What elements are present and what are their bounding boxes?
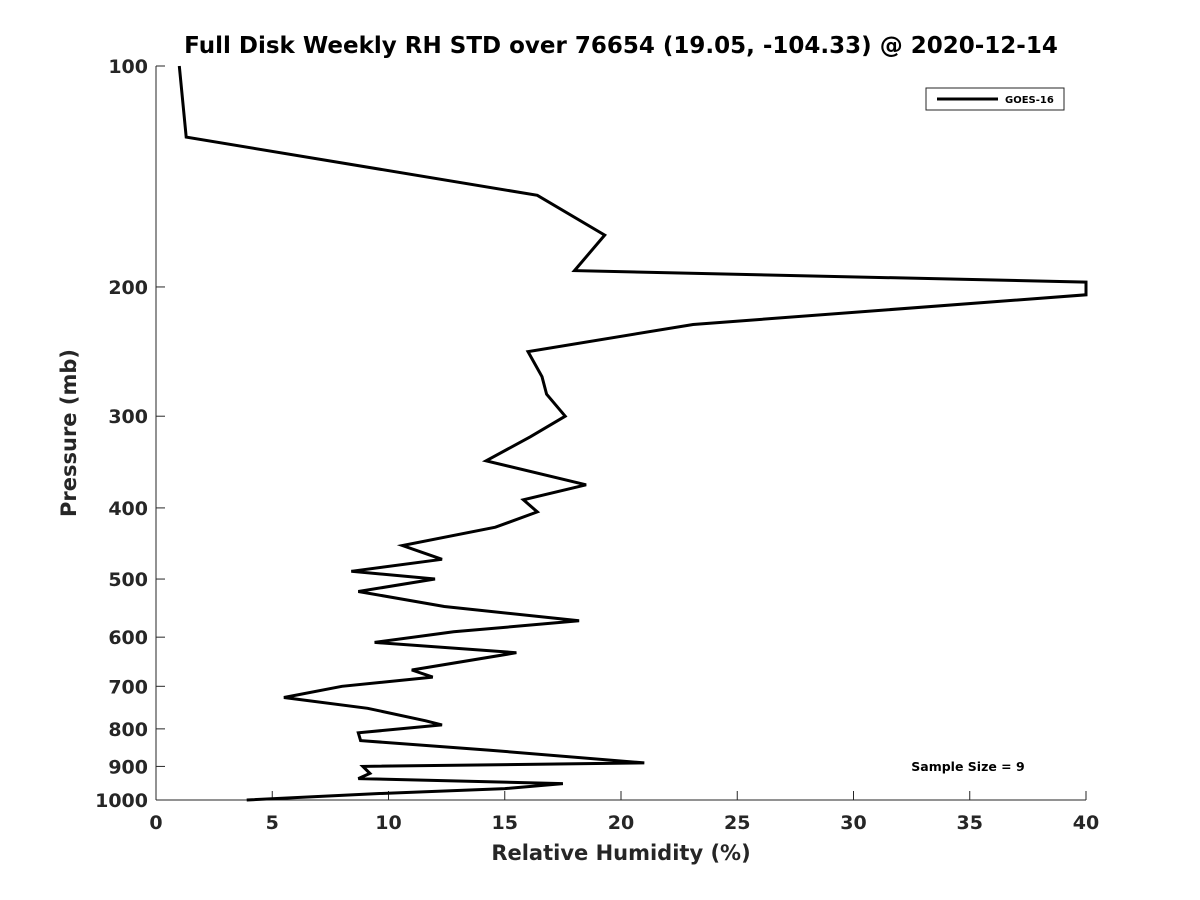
y-axis-title: Pressure (mb): [57, 349, 81, 517]
chart-title: Full Disk Weekly RH STD over 76654 (19.0…: [184, 33, 1058, 59]
x-tick-label: 10: [375, 812, 401, 834]
y-ticks: 100 200 300 400 500 600 700 800 900 1000: [95, 56, 165, 812]
x-tick-label: 40: [1073, 812, 1099, 834]
axes: [155, 66, 1086, 801]
y-tick-label: 600: [108, 627, 148, 649]
y-tick-label: 500: [108, 569, 148, 591]
y-tick-label: 300: [108, 406, 148, 428]
x-axis-title: Relative Humidity (%): [491, 841, 750, 865]
x-ticks: 0 5 10 15 20 25 30 35 40: [149, 791, 1099, 834]
y-tick-label: 900: [108, 756, 148, 778]
x-tick-label: 0: [149, 812, 162, 834]
x-tick-label: 20: [608, 812, 634, 834]
y-tick-label: 700: [108, 676, 148, 698]
legend: GOES-16: [925, 87, 1065, 111]
sample-size-annotation: Sample Size = 9: [911, 759, 1024, 774]
series-group: [177, 65, 1088, 802]
x-tick-label: 15: [492, 812, 518, 834]
x-tick-label: 5: [266, 812, 279, 834]
x-tick-label: 35: [957, 812, 983, 834]
x-tick-label: 25: [724, 812, 750, 834]
y-tick-label: 200: [108, 277, 148, 299]
y-tick-label: 1000: [95, 790, 148, 812]
series-line-goes-16: [177, 65, 1088, 802]
x-tick-label: 30: [840, 812, 866, 834]
y-tick-label: 400: [108, 498, 148, 520]
y-tick-label: 100: [108, 56, 148, 78]
legend-label-goes-16: GOES-16: [1005, 95, 1054, 106]
y-tick-label: 800: [108, 719, 148, 741]
